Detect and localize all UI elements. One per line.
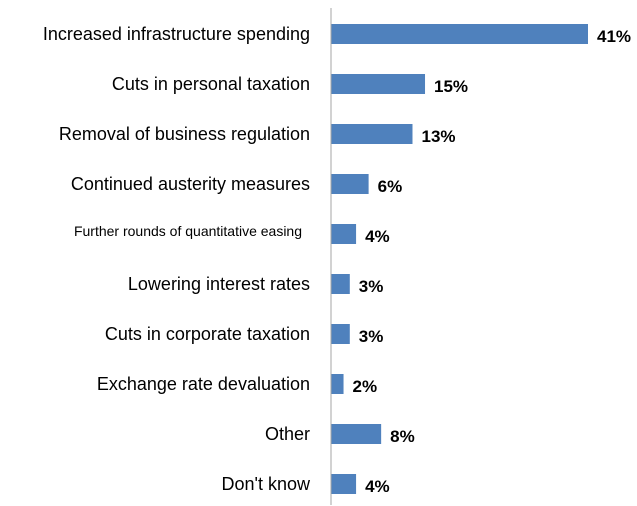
category-label: Lowering interest rates — [128, 274, 310, 294]
bar — [331, 174, 369, 194]
bar — [331, 374, 344, 394]
bar — [331, 274, 350, 294]
data-label: 41% — [597, 27, 631, 46]
data-label: 15% — [434, 77, 468, 96]
data-label: 3% — [359, 277, 384, 296]
category-label: Cuts in corporate taxation — [105, 324, 310, 344]
category-label: Removal of business regulation — [59, 124, 310, 144]
bars-layer — [331, 24, 588, 494]
category-label: Don't know — [222, 474, 311, 494]
category-label: Other — [265, 424, 310, 444]
data-label: 13% — [421, 127, 455, 146]
data-label: 8% — [390, 427, 415, 446]
data-label: 3% — [359, 327, 384, 346]
category-labels: Increased infrastructure spending Cuts in… — [43, 24, 311, 494]
data-label: 6% — [378, 177, 403, 196]
category-label: Exchange rate devaluation — [97, 374, 310, 394]
bar — [331, 124, 413, 144]
category-label: Cuts in personal taxation — [112, 74, 310, 94]
bar — [331, 74, 426, 94]
data-label: 4% — [365, 477, 390, 496]
data-label: 2% — [353, 377, 378, 396]
category-label: Increased infrastructure spending — [43, 24, 310, 44]
bar — [331, 424, 382, 444]
value-labels: 41% 15% 13% 6% 4% 3% 3% 2% 8% 4% — [353, 27, 631, 496]
bar — [331, 224, 357, 244]
bar — [331, 324, 350, 344]
category-label: Further rounds of quantitative easing — [74, 223, 302, 239]
data-label: 4% — [365, 227, 390, 246]
bar — [331, 24, 588, 44]
bar — [331, 474, 357, 494]
category-label: Continued austerity measures — [71, 174, 310, 194]
